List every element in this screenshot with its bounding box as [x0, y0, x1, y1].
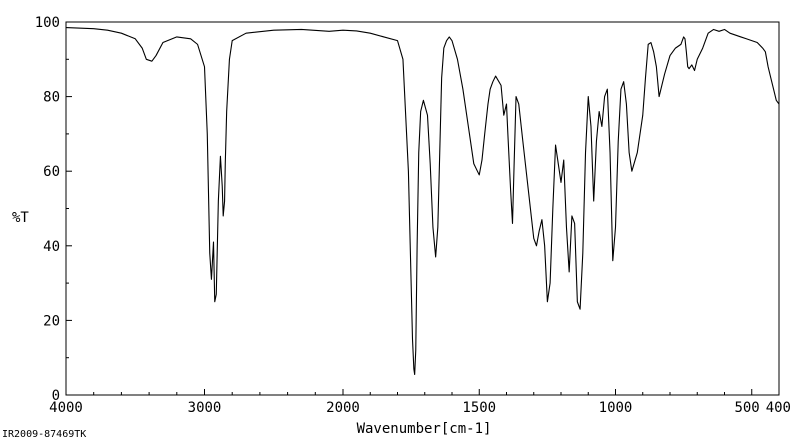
y-axis-label: %T	[12, 210, 29, 226]
plot-border	[65, 21, 780, 396]
y-tick-label: 0	[52, 388, 60, 404]
plot-frame-layer	[65, 21, 780, 396]
x-tick-label: 1000	[599, 400, 633, 416]
spectrum-line-layer	[65, 27, 780, 376]
y-tick-label: 100	[35, 15, 60, 31]
y-tick-label: 20	[43, 313, 60, 329]
x-axis-label: Wavenumber[cm-1]	[357, 421, 492, 437]
spectrum-series-line	[65, 27, 780, 376]
x-tick-label: 500	[734, 400, 759, 416]
x-tick-label: 2000	[326, 400, 360, 416]
x-axis-ticks: 4000 3000 2000 1500 1000 500 400	[49, 389, 791, 416]
footer-code: IR2009-87469TK	[2, 429, 86, 440]
x-tick-label: 400	[766, 400, 791, 416]
x-tick-label: 1500	[462, 400, 496, 416]
x-tick-label: 4000	[49, 400, 83, 416]
y-tick-label: 40	[43, 239, 60, 255]
y-tick-label: 80	[43, 90, 60, 106]
y-axis-ticks: 0 20 40 60 80 100	[35, 15, 72, 404]
x-tick-label: 3000	[188, 400, 222, 416]
y-tick-label: 60	[43, 164, 60, 180]
